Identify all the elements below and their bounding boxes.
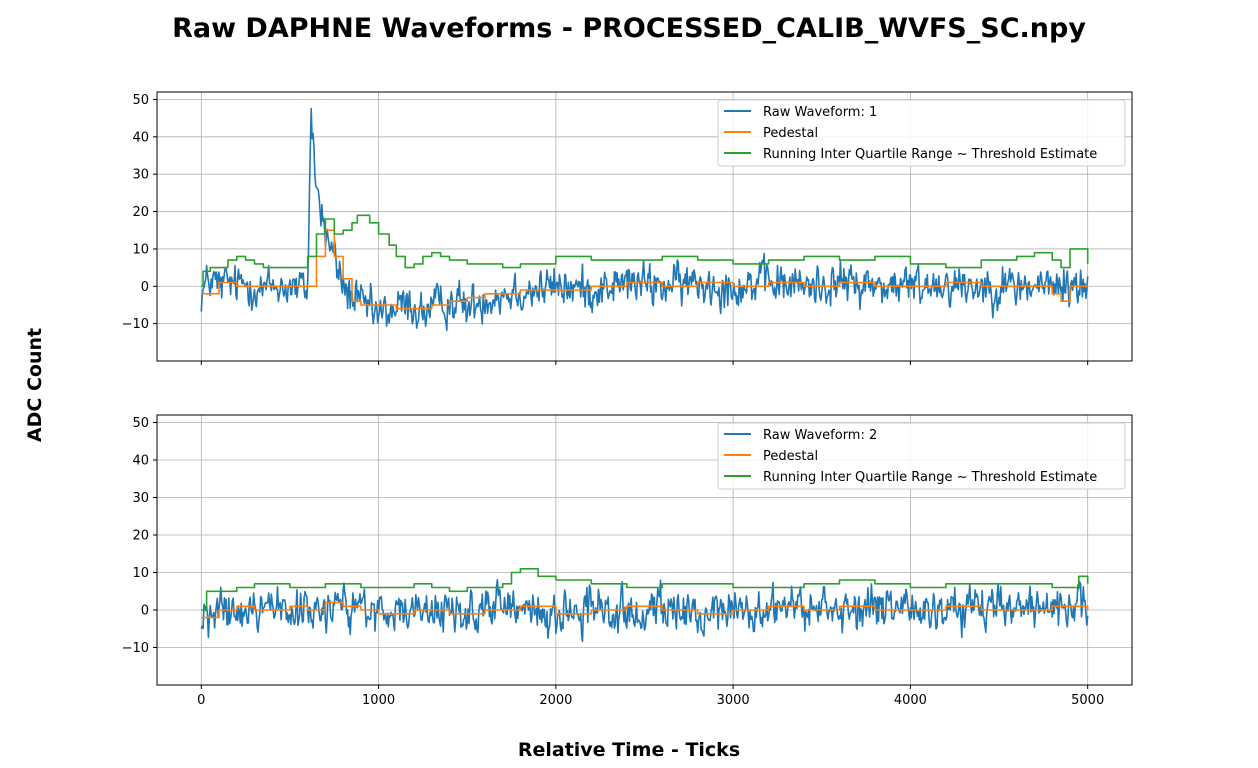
x-tick-label: 4000 <box>894 693 927 708</box>
lower-subplot: 0 1000 2000 3000 4000 5000 −10 0 10 20 30 40 50 Raw W… <box>122 414 1133 708</box>
series-line-2 <box>201 229 1088 310</box>
series-group <box>200 568 1089 643</box>
x-axis-label: Relative Time - Ticks <box>518 739 740 761</box>
x-tick-label: 0 <box>197 693 205 708</box>
y-tick-label: 20 <box>132 529 149 544</box>
x-tick-label: 2000 <box>539 693 572 708</box>
axes-frame <box>156 414 1133 686</box>
y-tick-label: 10 <box>132 242 149 257</box>
series-line-2 <box>201 601 1089 619</box>
figure-title: Raw DAPHNE Waveforms - PROCESSED_CALIB_W… <box>172 13 1086 44</box>
axes-frame <box>156 91 1133 362</box>
y-tick-label: 0 <box>141 280 149 295</box>
series-line-1 <box>200 107 1089 332</box>
y-tick-label: 50 <box>132 93 149 108</box>
y-tick-label: 30 <box>132 168 149 183</box>
upper-subplot: −10 0 10 20 30 40 50 Raw Waveform: 1 Pedestal Run… <box>122 91 1133 365</box>
y-tick-label: 0 <box>141 604 149 619</box>
legend-label: Running Inter Quartile Range ~ Threshold… <box>763 470 1097 485</box>
y-tick-label: 40 <box>132 454 149 469</box>
legend-label: Raw Waveform: 1 <box>763 105 877 120</box>
y-axis-label: ADC Count <box>24 328 46 442</box>
y-tick-label: 40 <box>132 130 149 145</box>
x-tick-label: 1000 <box>362 693 395 708</box>
y-tick-label: 10 <box>132 566 149 581</box>
y-tick-label: 30 <box>132 491 149 506</box>
series-line-3 <box>201 214 1089 288</box>
legend-label: Pedestal <box>763 126 818 141</box>
legend-box <box>717 99 1126 167</box>
legend-label: Raw Waveform: 2 <box>763 428 877 443</box>
legend-box <box>717 422 1126 490</box>
series-group <box>200 107 1089 332</box>
legend-label: Pedestal <box>763 449 818 464</box>
legend: Raw Waveform: 2 Pedestal Running Inter Qua… <box>717 422 1126 490</box>
y-tick-label: 20 <box>132 205 149 220</box>
y-tick-label: −10 <box>122 641 149 656</box>
series-line-1 <box>200 578 1089 643</box>
series-line-3 <box>201 568 1089 611</box>
y-tick-label: 50 <box>132 416 149 431</box>
legend-label: Running Inter Quartile Range ~ Threshold… <box>763 147 1097 162</box>
legend: Raw Waveform: 1 Pedestal Running Inter Qua… <box>717 99 1126 167</box>
x-tick-label: 5000 <box>1071 693 1104 708</box>
x-tick-label: 3000 <box>717 693 750 708</box>
y-tick-label: −10 <box>122 317 149 332</box>
